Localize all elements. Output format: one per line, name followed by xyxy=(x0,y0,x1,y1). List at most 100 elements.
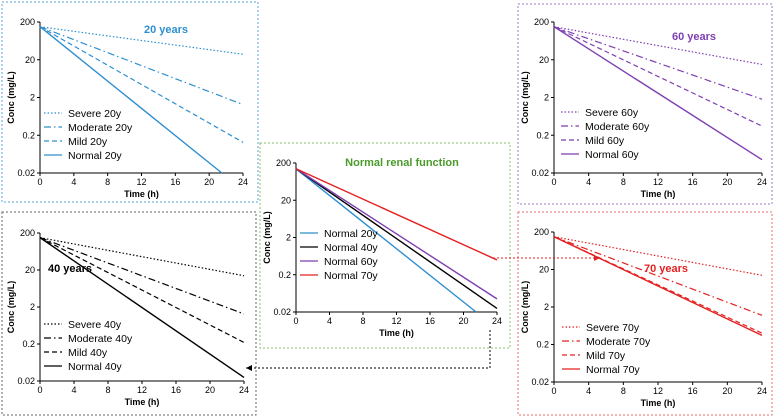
series-line-moderate-70y xyxy=(553,236,763,316)
y-axis-label: Conc (mg/L) xyxy=(6,71,16,124)
series-line-normal-20y xyxy=(39,26,223,174)
series-line-mild-60y xyxy=(553,26,763,127)
x-tick-label: 12 xyxy=(136,177,146,187)
x-tick-label: 20 xyxy=(204,177,214,187)
x-tick-label: 4 xyxy=(327,316,332,326)
x-axis-label: Time (h) xyxy=(125,397,160,407)
x-tick-label: 0 xyxy=(37,385,42,395)
arrow-normal-to-40 xyxy=(246,330,491,371)
legend-label: Normal 70y xyxy=(324,270,378,282)
connector-arrows xyxy=(246,255,600,371)
y-tick-label: 0.2 xyxy=(536,340,549,350)
y-tick-label: 200 xyxy=(534,227,549,237)
series-line-normal-20y xyxy=(295,168,477,313)
legend-label: Severe 60y xyxy=(585,107,639,119)
y-tick-label: 0.2 xyxy=(22,339,35,349)
x-tick-label: 16 xyxy=(688,177,698,187)
series-line-mild-20y xyxy=(39,26,244,143)
x-tick-label: 16 xyxy=(171,385,181,395)
series-line-normal-70y xyxy=(295,168,498,261)
y-tick-label: 0.2 xyxy=(278,270,291,280)
y-tick-label: 2 xyxy=(544,93,549,103)
y-axis-label: Conc (mg/L) xyxy=(520,281,530,334)
legend-label: Moderate 20y xyxy=(68,122,133,134)
x-tick-label: 0 xyxy=(551,386,556,396)
series-line-severe-60y xyxy=(553,26,763,66)
y-tick-label: 2 xyxy=(30,93,35,103)
x-tick-label: 0 xyxy=(37,177,42,187)
y-axis-label: Conc (mg/L) xyxy=(520,71,530,124)
y-tick-label: 0.2 xyxy=(22,130,35,140)
x-tick-label: 12 xyxy=(653,177,663,187)
legend-label: Moderate 60y xyxy=(585,121,650,133)
chart-panel-p20: 0.02 0.2 2 20 200 0 4 8 12 16 20 24 Time (h) Conc (mg… xyxy=(1,1,259,203)
x-tick-label: 0 xyxy=(551,177,556,187)
x-tick-label: 16 xyxy=(170,177,180,187)
x-tick-label: 16 xyxy=(425,316,435,326)
chart-panel-p40: 0.02 0.2 2 20 200 0 4 8 12 16 20 24 Time (h) Conc (mg… xyxy=(1,211,257,416)
x-tick-label: 24 xyxy=(757,386,767,396)
x-axis-label: Time (h) xyxy=(641,189,676,199)
legend-label: Normal 60y xyxy=(324,256,378,268)
y-tick-label: 0.02 xyxy=(17,168,35,178)
y-tick-label: 200 xyxy=(276,158,291,168)
x-tick-label: 8 xyxy=(105,385,110,395)
panel-frame xyxy=(259,142,511,349)
y-tick-label: 200 xyxy=(20,228,35,238)
x-tick-label: 4 xyxy=(71,385,76,395)
series-line-severe-70y xyxy=(553,236,763,276)
y-axis-label: Conc (mg/L) xyxy=(6,281,16,334)
y-tick-label: 20 xyxy=(539,265,549,275)
x-tick-label: 4 xyxy=(586,386,591,396)
x-tick-label: 12 xyxy=(391,316,401,326)
chart-panel-p60: 0.02 0.2 2 20 200 0 4 8 12 16 20 24 Time (h) Conc (mg… xyxy=(517,3,773,205)
legend-label: Normal 40y xyxy=(68,361,122,373)
x-tick-label: 24 xyxy=(757,177,767,187)
y-tick-label: 0.02 xyxy=(531,168,549,178)
x-tick-label: 8 xyxy=(621,386,626,396)
legend-label: Mild 20y xyxy=(68,136,108,148)
chart-title: 70 years xyxy=(644,263,688,275)
legend-label: Normal 20y xyxy=(324,228,378,240)
legend: Severe 70y Moderate 70y Mild 70y Normal 70y xyxy=(562,322,651,376)
x-tick-label: 20 xyxy=(205,385,215,395)
series-line-severe-20y xyxy=(39,26,244,55)
x-tick-label: 24 xyxy=(238,177,248,187)
x-tick-label: 24 xyxy=(239,385,249,395)
chart-panel-p70: 0.02 0.2 2 20 200 0 4 8 12 16 20 24 Time (h) Conc (mg… xyxy=(517,211,773,416)
series-line-normal-60y xyxy=(553,26,763,161)
y-tick-label: 20 xyxy=(281,195,291,205)
x-axis-label: Time (h) xyxy=(379,328,414,338)
legend-label: Severe 20y xyxy=(68,108,122,120)
legend: Normal 20y Normal 40y Normal 60y Normal 70y xyxy=(300,228,378,282)
x-tick-label: 24 xyxy=(492,316,502,326)
panel-frame xyxy=(517,3,773,205)
y-tick-label: 0.02 xyxy=(531,377,549,387)
x-tick-label: 12 xyxy=(653,386,663,396)
y-tick-label: 20 xyxy=(539,55,549,65)
x-tick-label: 4 xyxy=(586,177,591,187)
x-tick-label: 20 xyxy=(722,386,732,396)
series-line-mild-40y xyxy=(39,237,245,344)
x-tick-label: 20 xyxy=(722,177,732,187)
series-line-normal-60y xyxy=(295,168,498,300)
chart-title: Normal renal function xyxy=(345,157,459,169)
series-line-severe-40y xyxy=(39,237,245,277)
x-tick-label: 8 xyxy=(360,316,365,326)
series-line-normal-40y xyxy=(295,168,498,309)
x-axis-label: Time (h) xyxy=(124,189,159,199)
x-tick-label: 16 xyxy=(688,386,698,396)
legend-label: Severe 40y xyxy=(68,319,122,331)
x-tick-label: 0 xyxy=(293,316,298,326)
x-tick-label: 8 xyxy=(105,177,110,187)
y-tick-label: 2 xyxy=(544,302,549,312)
y-tick-label: 20 xyxy=(25,265,35,275)
legend-label: Normal 60y xyxy=(585,149,639,161)
legend-label: Mild 70y xyxy=(586,350,626,362)
panel-frame xyxy=(1,1,259,203)
x-tick-label: 12 xyxy=(137,385,147,395)
y-tick-label: 0.02 xyxy=(17,376,35,386)
legend-label: Moderate 40y xyxy=(68,333,133,345)
y-tick-label: 200 xyxy=(20,17,35,27)
